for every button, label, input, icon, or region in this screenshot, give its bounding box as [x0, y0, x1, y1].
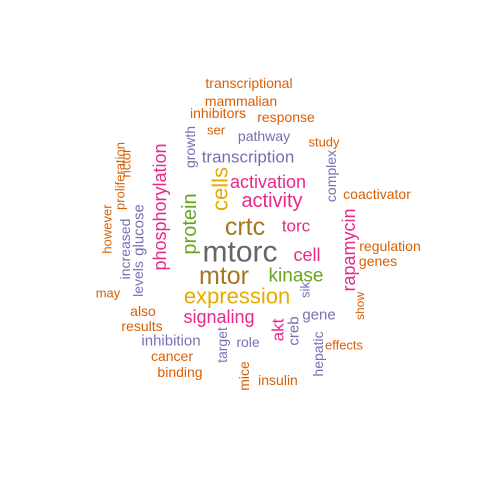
- word-kinase: kinase: [269, 266, 324, 287]
- word-however: however: [100, 204, 115, 254]
- word-protein: protein: [179, 193, 201, 254]
- word-also: also: [130, 303, 156, 319]
- word-rictor: rictor: [119, 148, 134, 178]
- word-role: role: [236, 334, 260, 350]
- word-results: results: [121, 318, 162, 334]
- word-torc: torc: [282, 217, 311, 236]
- word-insulin: insulin: [258, 372, 298, 388]
- word-mtorc: mtorc: [203, 236, 278, 269]
- word-mice: mice: [236, 361, 252, 391]
- word-crtc: crtc: [225, 213, 265, 241]
- word-transcription: transcription: [202, 148, 295, 167]
- word-mammalian: mammalian: [205, 93, 277, 109]
- word-activation: activation: [230, 172, 306, 192]
- word-glucose: glucose: [131, 204, 148, 256]
- word-show: show: [353, 292, 367, 320]
- word-target: target: [214, 327, 230, 363]
- word-cancer: cancer: [151, 348, 193, 364]
- word-ser: ser: [207, 123, 226, 138]
- word-levels: levels: [130, 261, 146, 297]
- word-cell: cell: [293, 245, 320, 265]
- word-complex: complex: [323, 150, 339, 202]
- word-phosphorylation: phosphorylation: [150, 143, 170, 270]
- word-binding: binding: [157, 364, 202, 380]
- word-regulation: regulation: [359, 238, 421, 254]
- word-akt: akt: [269, 318, 288, 341]
- word-rapamycin: rapamycin: [339, 208, 359, 291]
- word-study: study: [308, 135, 340, 150]
- word-increased: increased: [117, 219, 133, 280]
- word-sik: sik: [298, 282, 313, 298]
- word-pathway: pathway: [238, 128, 290, 144]
- word-activity: activity: [241, 190, 302, 212]
- word-may: may: [96, 286, 121, 301]
- word-gene: gene: [302, 307, 335, 324]
- word-coactivator: coactivator: [343, 186, 411, 202]
- word-mtor: mtor: [199, 262, 249, 290]
- word-expression: expression: [184, 284, 290, 309]
- word-signaling: signaling: [183, 307, 254, 327]
- word-proliferation: proliferation: [113, 142, 128, 210]
- word-hepatic: hepatic: [310, 331, 326, 376]
- word-effects: effects: [325, 338, 364, 353]
- word-genes: genes: [359, 253, 397, 269]
- word-inhibitors: inhibitors: [190, 105, 246, 121]
- word-creb: creb: [286, 316, 303, 345]
- word-response: response: [257, 109, 315, 125]
- word-transcriptional: transcriptional: [205, 75, 292, 91]
- word-cells: cells: [208, 167, 233, 211]
- word-growth: growth: [182, 126, 198, 168]
- word-inhibition: inhibition: [141, 333, 200, 350]
